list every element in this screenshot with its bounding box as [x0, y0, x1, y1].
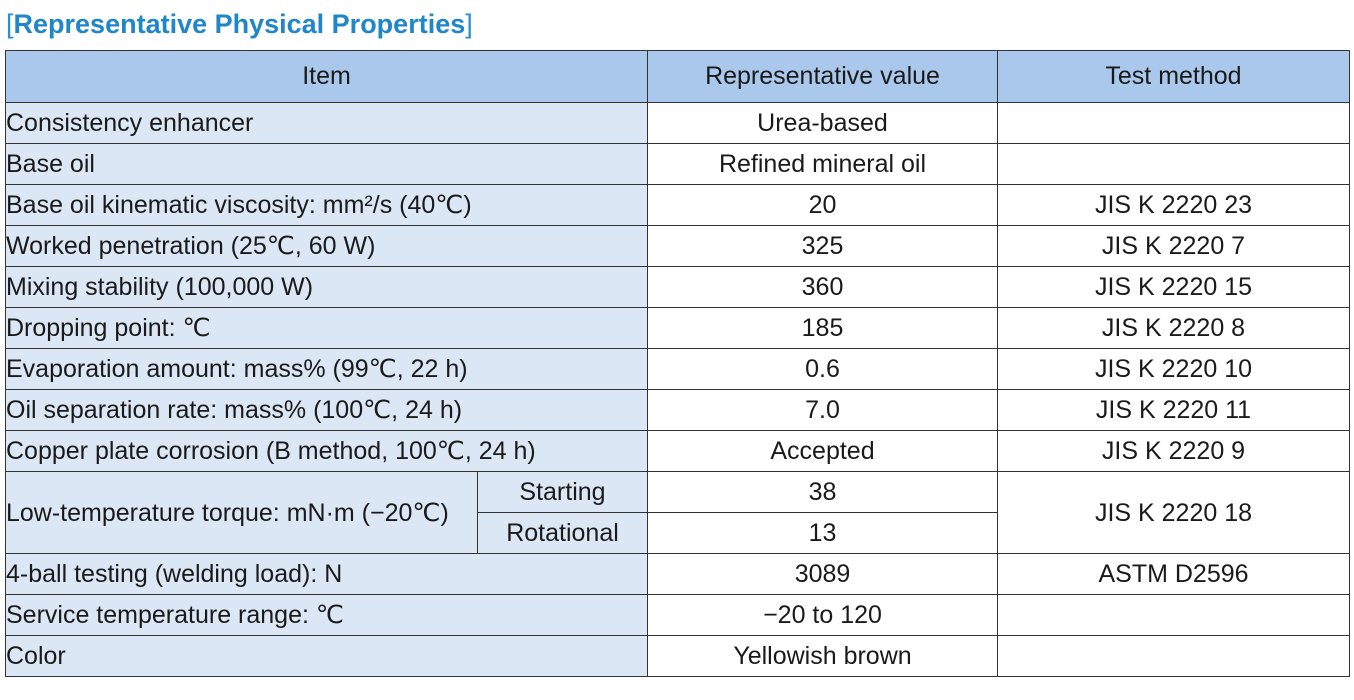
row-method-torque: JIS K 2220 18 [997, 471, 1350, 554]
title-text: Representative Physical Properties [13, 9, 466, 39]
row-method [997, 594, 1350, 636]
table-row-torque-rotational: Rotational 13 [6, 512, 1350, 554]
row-value: −20 to 120 [647, 594, 998, 636]
row-method [997, 635, 1350, 677]
row-item: Consistency enhancer [5, 102, 648, 144]
row-item: Copper plate corrosion (B method, 100℃, … [5, 430, 648, 472]
row-value-rotational: 13 [647, 512, 998, 554]
table-row: Worked penetration (25℃, 60 W) 325 JIS K… [5, 225, 1350, 267]
row-method: JIS K 2220 11 [997, 389, 1350, 431]
section-title: [Representative Physical Properties] [6, 6, 473, 42]
row-value: 20 [647, 184, 998, 226]
row-item: Color [5, 635, 648, 677]
row-item: Worked penetration (25℃, 60 W) [5, 225, 648, 267]
row-method: JIS K 2220 9 [997, 430, 1350, 472]
row-item: Oil separation rate: mass% (100℃, 24 h) [5, 389, 648, 431]
row-value: Refined mineral oil [647, 143, 998, 185]
table-row: Oil separation rate: mass% (100℃, 24 h) … [5, 389, 1350, 431]
table-row: Consistency enhancer Urea-based [5, 102, 1350, 144]
table-row: Service temperature range: ℃ −20 to 120 [5, 594, 1350, 636]
sub-item-starting: Starting [477, 471, 648, 513]
row-value: 7.0 [647, 389, 998, 431]
table-row-torque-starting: Low-temperature torque: mN·m (−20℃) Star… [5, 471, 1350, 554]
header-representative-value: Representative value [647, 50, 998, 103]
row-method [997, 102, 1350, 144]
row-item: Evaporation amount: mass% (99℃, 22 h) [5, 348, 648, 390]
row-value: 0.6 [647, 348, 998, 390]
row-method: JIS K 2220 7 [997, 225, 1350, 267]
header-row: Item Representative value Test method [5, 50, 1350, 103]
row-method [997, 143, 1350, 185]
row-item: 4-ball testing (welding load): N [5, 553, 648, 595]
row-value: Accepted [647, 430, 998, 472]
table-row: Copper plate corrosion (B method, 100℃, … [5, 430, 1350, 472]
header-test-method: Test method [997, 50, 1350, 103]
title-close-bracket: ] [465, 9, 473, 39]
row-method: JIS K 2220 15 [997, 266, 1350, 308]
row-value: 185 [647, 307, 998, 349]
row-method: JIS K 2220 23 [997, 184, 1350, 226]
row-method: JIS K 2220 10 [997, 348, 1350, 390]
row-value-starting: 38 [647, 471, 998, 513]
row-item: Service temperature range: ℃ [5, 594, 648, 636]
sub-item-rotational: Rotational [477, 512, 648, 554]
row-item: Base oil kinematic viscosity: mm²/s (40℃… [5, 184, 648, 226]
row-item-low-temperature-torque: Low-temperature torque: mN·m (−20℃) [5, 471, 478, 554]
table-row: Evaporation amount: mass% (99℃, 22 h) 0.… [5, 348, 1350, 390]
row-value: 325 [647, 225, 998, 267]
physical-properties-table: Item Representative value Test method Co… [5, 50, 1350, 677]
row-value: Yellowish brown [647, 635, 998, 677]
table-row: Base oil kinematic viscosity: mm²/s (40℃… [5, 184, 1350, 226]
table-row: Mixing stability (100,000 W) 360 JIS K 2… [5, 266, 1350, 308]
row-value: 3089 [647, 553, 998, 595]
table-row: Color Yellowish brown [5, 635, 1350, 677]
row-method: JIS K 2220 8 [997, 307, 1350, 349]
table-row: 4-ball testing (welding load): N 3089 AS… [5, 553, 1350, 595]
row-value: Urea-based [647, 102, 998, 144]
table-row: Dropping point: ℃ 185 JIS K 2220 8 [5, 307, 1350, 349]
header-item: Item [5, 50, 648, 103]
row-item: Dropping point: ℃ [5, 307, 648, 349]
table-row: Base oil Refined mineral oil [5, 143, 1350, 185]
row-value: 360 [647, 266, 998, 308]
row-item: Base oil [5, 143, 648, 185]
row-method: ASTM D2596 [997, 553, 1350, 595]
row-item: Mixing stability (100,000 W) [5, 266, 648, 308]
title-open-bracket: [ [6, 9, 14, 39]
